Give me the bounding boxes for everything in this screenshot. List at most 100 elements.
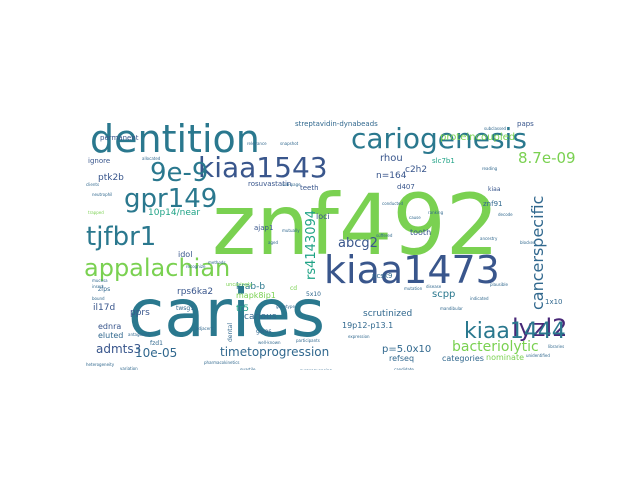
cloud-word: mutation bbox=[404, 286, 423, 291]
cloud-word: 10e-05 bbox=[135, 346, 177, 360]
cloud-word: appalachian bbox=[84, 254, 230, 282]
cloud-word: gwas bbox=[256, 328, 272, 335]
cloud-word: 9e-9 bbox=[150, 158, 208, 188]
cloud-word: uncaringly bbox=[226, 282, 252, 288]
cloud-word: zfps bbox=[98, 286, 110, 293]
cloud-word: krab-b bbox=[236, 282, 265, 292]
cloud-word: eluted bbox=[98, 331, 123, 340]
cloud-word: gpr149 bbox=[124, 184, 217, 214]
cloud-word: kiaa1543 bbox=[198, 151, 328, 184]
cloud-word: mutually bbox=[282, 228, 300, 233]
cloud-word: permanent bbox=[100, 134, 139, 142]
cloud-word: mandibular bbox=[440, 306, 463, 311]
cloud-word: antagonist bbox=[128, 332, 150, 337]
cloud-word: ptk2b bbox=[98, 173, 124, 183]
cloud-word: adjacent bbox=[196, 326, 214, 331]
cloud-word: d407 bbox=[397, 183, 415, 191]
cloud-word: ednra bbox=[98, 322, 121, 331]
cloud-word: ranking bbox=[428, 210, 444, 215]
cloud-word: trapped bbox=[88, 210, 104, 215]
cloud-word: kiaa1473 bbox=[324, 248, 500, 292]
cloud-word: reading bbox=[482, 166, 498, 171]
cloud-word: proteincoupled bbox=[440, 132, 515, 143]
cloud-word: streptavidin-dynabeads bbox=[295, 120, 378, 128]
cloud-word: genotype bbox=[276, 304, 295, 309]
cloud-word: pcsk9 bbox=[372, 272, 392, 280]
cloud-word: ajap1 bbox=[254, 224, 273, 232]
cloud-word: 19p12-p13.1 bbox=[342, 321, 393, 330]
cloud-word: clients bbox=[86, 182, 99, 187]
cloud-word: mucosa bbox=[92, 278, 108, 283]
cloud-word: heterogeneity bbox=[86, 362, 115, 367]
cloud-word: timetoprogression bbox=[220, 345, 329, 359]
cloud-word: dentition bbox=[90, 117, 260, 161]
cloud-word: slc7b1 bbox=[432, 157, 455, 165]
cloud-word: 1x10 bbox=[545, 298, 563, 306]
cloud-word: il17d bbox=[93, 303, 115, 313]
cloud-word: aged bbox=[268, 240, 278, 245]
cloud-word: conducted bbox=[382, 201, 403, 206]
cloud-word: kiaa1444 bbox=[464, 319, 566, 344]
cloud-word: 10p14/near bbox=[148, 208, 200, 218]
cloud-word: kiaa bbox=[488, 186, 501, 193]
cloud-word: categories bbox=[442, 354, 484, 363]
cloud-word: tjfbr1 bbox=[86, 222, 156, 252]
cloud-word: loci bbox=[316, 212, 330, 221]
cloud-word: caries bbox=[128, 275, 325, 352]
cloud-word: decode bbox=[498, 212, 513, 217]
cloud-word: unidentified bbox=[526, 353, 550, 358]
cloud-word: dental bbox=[227, 323, 234, 342]
cloud-word: admts3 bbox=[96, 342, 141, 356]
cloud-word: ignore bbox=[88, 157, 110, 165]
cloud-word: pprs bbox=[130, 308, 150, 318]
cloud-word: refseq bbox=[389, 354, 414, 363]
cloud-word: cd bbox=[290, 285, 297, 292]
cloud-word: plausible bbox=[490, 282, 508, 287]
cloud-word: znf492 bbox=[212, 176, 499, 274]
cloud-word: twsg1 bbox=[176, 305, 194, 312]
cloud-word: quartile bbox=[240, 367, 256, 370]
cloud-word: cariogenesis bbox=[351, 122, 527, 155]
cloud-word: abcg2 bbox=[338, 236, 378, 251]
cloud-word: c2h2 bbox=[405, 165, 427, 175]
cloud-word: tr5 bbox=[236, 304, 249, 314]
cloud-word: 8.7e-09 bbox=[518, 149, 576, 167]
cloud-word: lyzl2 bbox=[512, 314, 567, 342]
cloud-word: libraries bbox=[548, 344, 564, 349]
cloud-word: blocked bbox=[520, 240, 536, 245]
cloud-word: ancestry bbox=[480, 236, 498, 241]
cloud-word: znf91 bbox=[483, 200, 502, 208]
cloud-word: expression bbox=[348, 334, 370, 339]
cloud-word: disease bbox=[426, 284, 442, 289]
cloud-word: sub-page bbox=[282, 182, 301, 187]
cloud-word: pharmacokinetics bbox=[204, 360, 239, 365]
cloud-word: subclassed bbox=[484, 126, 507, 131]
cloud-word: nominate bbox=[486, 353, 524, 362]
cloud-word: rhou bbox=[380, 153, 403, 164]
cloud-word: well-known bbox=[258, 340, 281, 345]
cloud-word: neutrophil bbox=[92, 192, 112, 197]
cloud-word: fzd1 bbox=[150, 340, 163, 347]
cloud-word: rs4143094 bbox=[304, 210, 319, 280]
cloud-word: paps bbox=[517, 120, 534, 128]
word-cloud: znf492 caries kiaa1473 dentition cariogenesi… bbox=[80, 110, 580, 370]
cloud-word: bacteriolytic bbox=[452, 339, 539, 355]
cloud-word: scrutinized bbox=[363, 309, 412, 319]
cloud-word: variation bbox=[120, 366, 138, 370]
cloud-word: methods bbox=[208, 260, 226, 265]
cloud-word: p=5.0x10 bbox=[382, 344, 431, 355]
cloud-word: insert bbox=[92, 284, 104, 289]
cloud-word: recognize bbox=[186, 264, 206, 269]
cloud-word: candidate bbox=[394, 367, 414, 370]
cloud-word: n=164 bbox=[376, 171, 407, 181]
cloud-word: tooth bbox=[410, 228, 431, 237]
cloud-word: snapshot bbox=[280, 141, 299, 146]
cloud-word: allocated bbox=[142, 156, 161, 161]
cloud-word: 5x10 bbox=[306, 291, 321, 298]
cloud-word: mapk8ip1 bbox=[236, 291, 276, 300]
cloud-word: pyrosequencing bbox=[300, 368, 332, 370]
cloud-word: rosuvastatin bbox=[248, 180, 291, 188]
cloud-word: cause bbox=[409, 215, 421, 220]
cloud-word: teeth bbox=[300, 184, 319, 192]
